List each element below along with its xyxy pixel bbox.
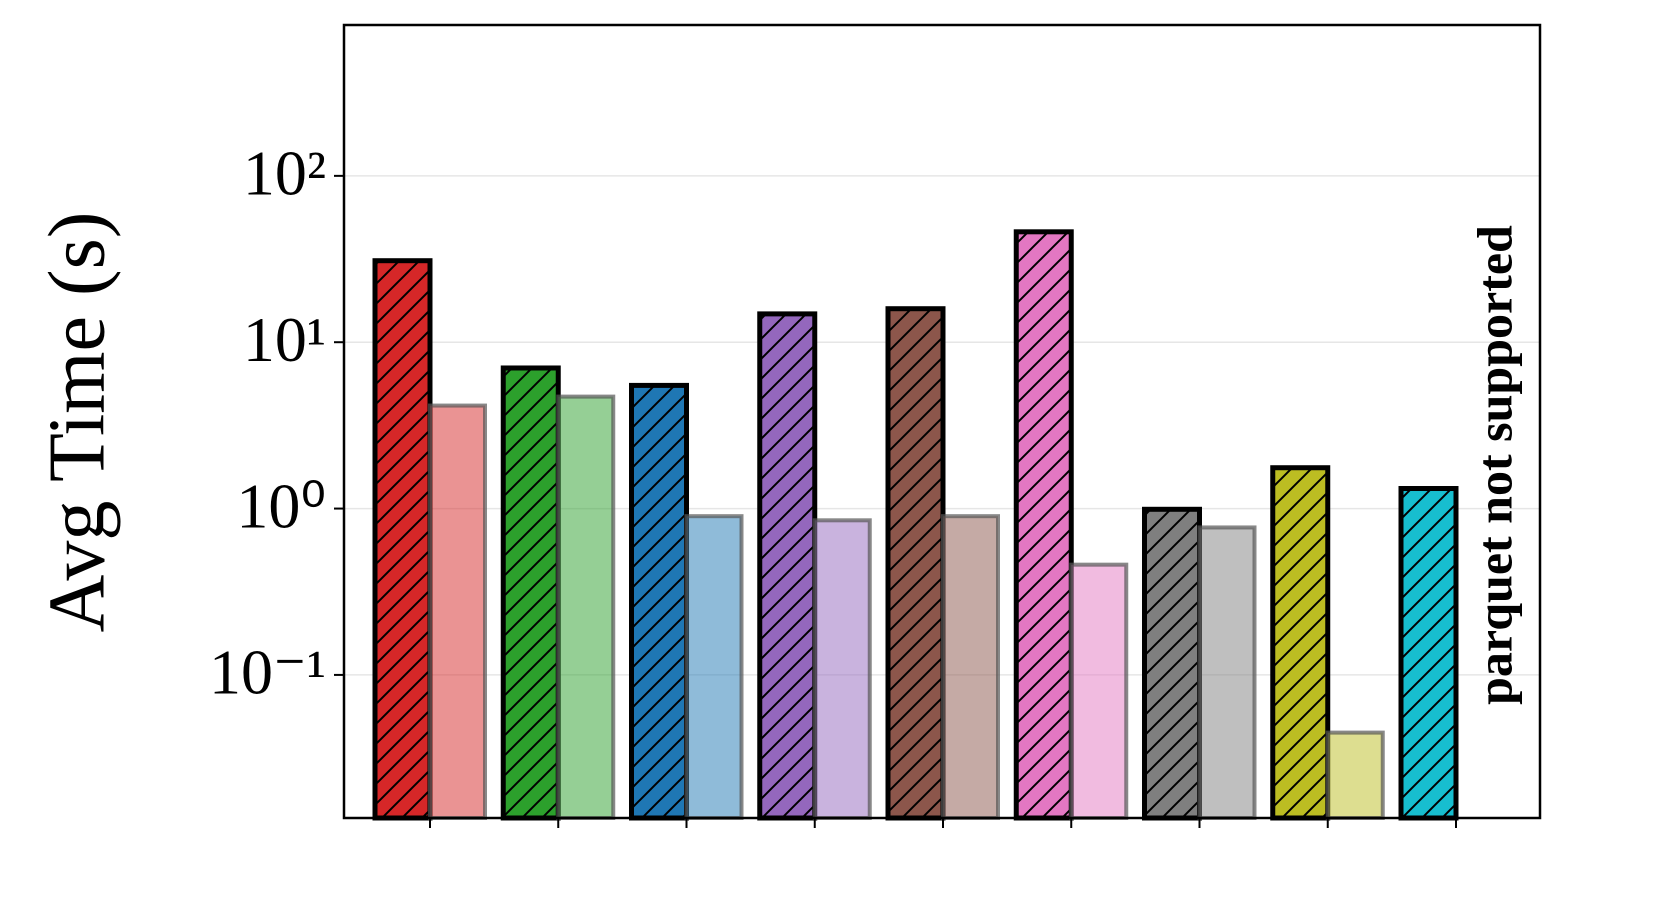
bar (885, 306, 946, 821)
y-tick-label: 10² (243, 138, 326, 209)
plot-frame (342, 23, 1542, 820)
y-tick-label: 10⁰ (236, 470, 326, 541)
bar (1069, 562, 1129, 820)
bar (372, 258, 433, 821)
bar (556, 394, 616, 820)
y-axis-label: Avg Time (s) (33, 212, 121, 633)
bar (757, 311, 818, 821)
bar (1197, 525, 1257, 820)
y-tick-label: 10¹ (243, 304, 326, 375)
y-tick-label: 10⁻¹ (209, 637, 326, 708)
bar (1398, 486, 1459, 821)
annotation: parquet not supported (1466, 225, 1522, 705)
bar (684, 514, 744, 820)
bar (500, 365, 561, 821)
bar (1325, 730, 1385, 820)
bar (1013, 229, 1074, 821)
bar (1142, 506, 1202, 821)
bar (629, 382, 689, 821)
bar (428, 403, 487, 820)
bar (1270, 465, 1331, 821)
bar (941, 514, 1000, 820)
bar (812, 518, 872, 820)
